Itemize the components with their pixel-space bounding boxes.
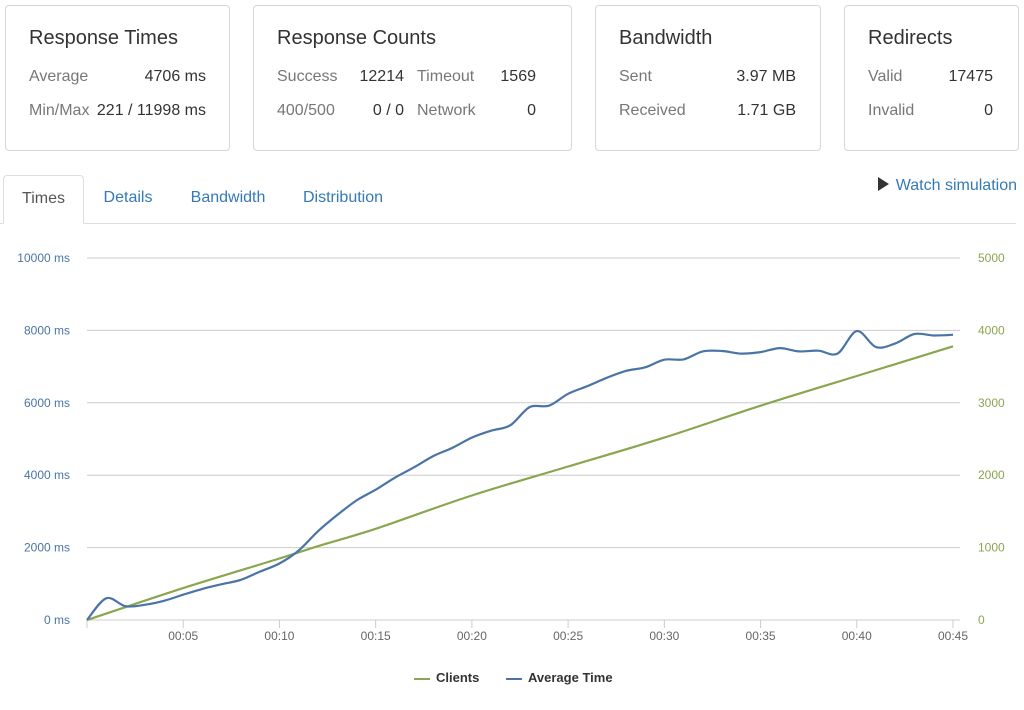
bandwidth-card: Bandwidth Sent 3.97 MB Received 1.71 GB bbox=[595, 5, 821, 151]
clients-series-line bbox=[86, 345, 954, 622]
redirects-card: Redirects Valid 17475 Invalid 0 bbox=[844, 5, 1019, 151]
network-value: 0 bbox=[527, 102, 536, 119]
x-axis-tick-label: 00:20 bbox=[457, 629, 487, 643]
success-label: Success bbox=[277, 68, 338, 85]
right-axis-tick-label: 5000 bbox=[978, 251, 1005, 265]
average-label: Average bbox=[29, 68, 89, 85]
bandwidth-title: Bandwidth bbox=[619, 27, 713, 49]
response-counts-card: Response Counts Success 12214 Timeout 15… bbox=[253, 5, 572, 151]
invalid-label: Invalid bbox=[868, 102, 915, 119]
average-time-swatch bbox=[506, 677, 522, 680]
minmax-label: Min/Max bbox=[29, 102, 90, 119]
response-times-title: Response Times bbox=[29, 27, 178, 49]
sent-label: Sent bbox=[619, 68, 652, 85]
sent-value: 3.97 MB bbox=[736, 68, 796, 85]
valid-value: 17475 bbox=[948, 68, 994, 85]
chart-tabs: Times Details Bandwidth Distribution bbox=[0, 175, 1016, 224]
right-axis-tick-label: 1000 bbox=[978, 541, 1005, 555]
http-errors-label: 400/500 bbox=[277, 102, 335, 119]
x-axis-tick-label: 00:15 bbox=[361, 629, 391, 643]
left-axis-tick-label: 4000 ms bbox=[24, 468, 70, 482]
average-value: 4706 ms bbox=[144, 68, 206, 85]
x-axis-tick-label: 00:45 bbox=[938, 629, 968, 643]
left-axis-tick-label: 8000 ms bbox=[24, 323, 70, 337]
received-value: 1.71 GB bbox=[737, 102, 796, 119]
left-axis-tick-label: 6000 ms bbox=[24, 396, 70, 410]
invalid-value: 0 bbox=[984, 102, 993, 119]
right-axis-tick-label: 0 bbox=[978, 613, 985, 627]
response-counts-title: Response Counts bbox=[277, 27, 436, 49]
legend-clients[interactable]: Clients bbox=[414, 670, 479, 685]
x-axis-tick-label: 00:35 bbox=[746, 629, 776, 643]
legend-average-time[interactable]: Average Time bbox=[506, 670, 613, 685]
x-axis-tick-label: 00:05 bbox=[168, 629, 198, 643]
right-axis-tick-label: 3000 bbox=[978, 396, 1005, 410]
minmax-value: 221 / 11998 ms bbox=[96, 102, 206, 119]
right-axis-tick-label: 2000 bbox=[978, 468, 1005, 482]
left-axis-tick-label: 0 ms bbox=[44, 613, 70, 627]
response-times-card: Response Times Average 4706 ms Min/Max 2… bbox=[5, 5, 230, 151]
left-axis-tick-label: 10000 ms bbox=[17, 251, 70, 265]
tab-distribution[interactable]: Distribution bbox=[302, 189, 384, 206]
http-errors-value: 0 / 0 bbox=[372, 102, 404, 119]
tab-details[interactable]: Details bbox=[103, 189, 153, 206]
received-label: Received bbox=[619, 102, 686, 119]
x-axis-tick-label: 00:40 bbox=[842, 629, 872, 643]
legend-clients-label: Clients bbox=[436, 670, 480, 685]
redirects-title: Redirects bbox=[868, 27, 953, 49]
legend-average-time-label: Average Time bbox=[528, 670, 613, 685]
watch-simulation-label: Watch simulation bbox=[895, 177, 1017, 194]
x-axis-tick-label: 00:30 bbox=[649, 629, 679, 643]
x-axis-tick-label: 00:25 bbox=[553, 629, 583, 643]
right-axis-tick-label: 4000 bbox=[978, 323, 1005, 337]
left-axis-tick-label: 2000 ms bbox=[24, 541, 70, 555]
watch-simulation-link[interactable]: Watch simulation bbox=[877, 177, 1017, 195]
success-value: 12214 bbox=[359, 68, 405, 85]
average-time-series-line bbox=[86, 330, 954, 621]
network-label: Network bbox=[417, 102, 476, 119]
timeout-label: Timeout bbox=[417, 68, 475, 85]
x-axis-tick-label: 00:10 bbox=[264, 629, 294, 643]
timeout-value: 1569 bbox=[500, 68, 536, 85]
play-icon bbox=[877, 177, 889, 191]
tab-bandwidth[interactable]: Bandwidth bbox=[190, 189, 266, 206]
response-time-chart: 0 ms 2000 ms 4000 ms 6000 ms 8000 ms 10000 ms… bbox=[17, 251, 1005, 643]
tab-times[interactable]: Times bbox=[3, 175, 84, 224]
clients-swatch bbox=[414, 677, 430, 680]
valid-label: Valid bbox=[868, 68, 903, 85]
